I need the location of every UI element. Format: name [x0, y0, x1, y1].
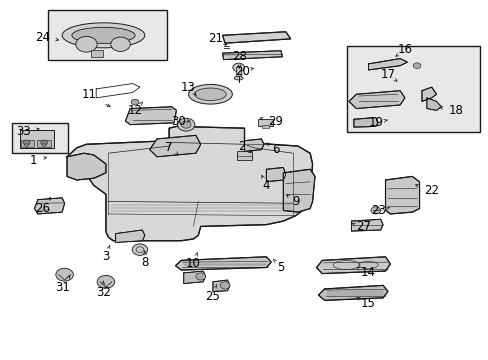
- Ellipse shape: [188, 85, 232, 104]
- Text: 19: 19: [367, 116, 383, 129]
- Polygon shape: [212, 280, 229, 292]
- Polygon shape: [67, 153, 106, 180]
- Text: 15: 15: [360, 297, 375, 310]
- Text: 33: 33: [16, 125, 31, 138]
- Polygon shape: [368, 59, 407, 70]
- Polygon shape: [353, 117, 377, 127]
- Bar: [91, 50, 103, 57]
- Text: 28: 28: [232, 50, 246, 63]
- Text: 6: 6: [272, 143, 279, 156]
- Polygon shape: [426, 98, 441, 111]
- Polygon shape: [149, 135, 201, 157]
- Ellipse shape: [62, 23, 144, 48]
- Polygon shape: [125, 107, 176, 125]
- Text: 12: 12: [127, 104, 142, 117]
- Polygon shape: [34, 198, 64, 214]
- Text: 2: 2: [238, 140, 245, 153]
- Polygon shape: [348, 91, 404, 109]
- Text: 9: 9: [291, 195, 299, 208]
- Circle shape: [370, 207, 380, 214]
- Text: 10: 10: [185, 257, 201, 270]
- Text: 27: 27: [355, 220, 370, 233]
- Text: 18: 18: [447, 104, 463, 117]
- Text: 21: 21: [207, 32, 223, 45]
- Text: 3: 3: [102, 250, 109, 263]
- Polygon shape: [283, 169, 314, 212]
- Bar: [261, 125, 269, 128]
- Bar: [20, 130, 54, 148]
- Polygon shape: [351, 219, 382, 231]
- Text: 20: 20: [234, 64, 249, 77]
- Polygon shape: [318, 285, 387, 300]
- Polygon shape: [175, 257, 271, 270]
- Circle shape: [42, 144, 46, 147]
- Text: 8: 8: [141, 256, 148, 269]
- Polygon shape: [316, 257, 389, 274]
- Text: 26: 26: [35, 202, 50, 215]
- Circle shape: [412, 63, 420, 68]
- Polygon shape: [67, 126, 312, 241]
- Polygon shape: [421, 87, 436, 102]
- Circle shape: [196, 273, 205, 280]
- Text: 1: 1: [29, 154, 37, 167]
- Circle shape: [177, 118, 195, 131]
- Bar: [37, 140, 51, 147]
- Bar: [21, 140, 34, 147]
- Bar: [237, 152, 251, 160]
- Text: 30: 30: [171, 114, 186, 127]
- Text: 22: 22: [423, 184, 438, 197]
- Text: 5: 5: [277, 261, 284, 274]
- Circle shape: [76, 36, 97, 52]
- Circle shape: [23, 140, 30, 145]
- Text: 4: 4: [262, 179, 269, 192]
- Text: 31: 31: [55, 281, 69, 294]
- Circle shape: [41, 140, 47, 145]
- Polygon shape: [244, 139, 264, 152]
- Polygon shape: [222, 51, 282, 60]
- Circle shape: [132, 244, 147, 255]
- Text: 13: 13: [181, 81, 196, 94]
- Polygon shape: [116, 230, 144, 243]
- Text: 32: 32: [96, 286, 111, 299]
- Ellipse shape: [194, 88, 226, 100]
- Polygon shape: [222, 32, 290, 43]
- Polygon shape: [266, 167, 285, 182]
- Text: 24: 24: [35, 31, 50, 44]
- Circle shape: [97, 275, 115, 288]
- Polygon shape: [183, 271, 205, 284]
- Circle shape: [131, 99, 139, 105]
- Ellipse shape: [72, 27, 135, 43]
- Bar: [236, 67, 241, 76]
- Circle shape: [220, 282, 229, 289]
- Text: 14: 14: [360, 266, 375, 279]
- Bar: [258, 119, 272, 126]
- Ellipse shape: [234, 76, 243, 80]
- Text: 29: 29: [268, 114, 283, 127]
- Circle shape: [111, 37, 130, 51]
- Bar: [12, 123, 68, 153]
- Text: 23: 23: [370, 204, 385, 217]
- Bar: [346, 46, 479, 132]
- Text: 16: 16: [397, 43, 411, 56]
- Bar: [47, 10, 166, 60]
- Circle shape: [232, 63, 244, 72]
- Text: 17: 17: [380, 68, 395, 81]
- Text: 7: 7: [165, 141, 173, 154]
- Circle shape: [181, 121, 191, 128]
- Text: 11: 11: [81, 88, 96, 101]
- Circle shape: [56, 268, 73, 281]
- Polygon shape: [385, 176, 419, 214]
- Circle shape: [25, 144, 29, 147]
- Text: 25: 25: [205, 289, 220, 303]
